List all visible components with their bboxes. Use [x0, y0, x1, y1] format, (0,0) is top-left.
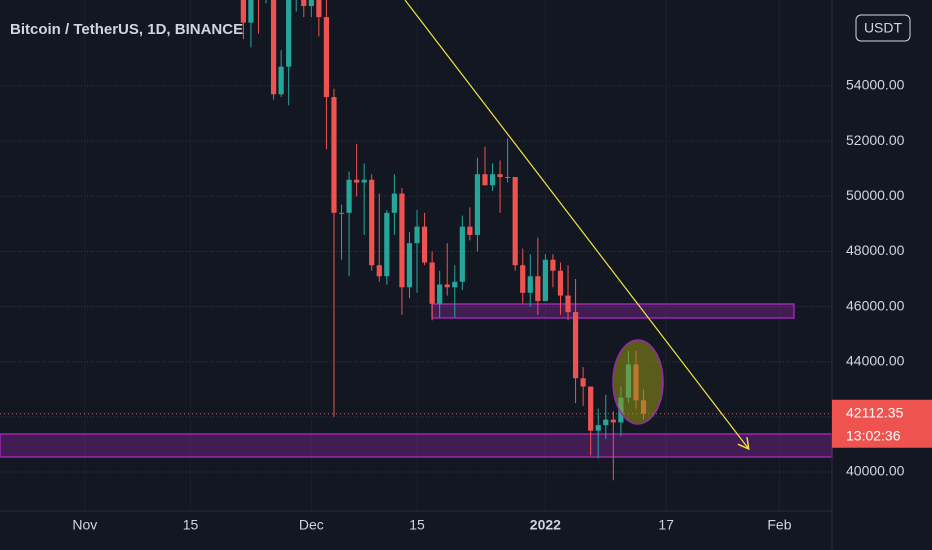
axes: 40000.0042000.0044000.0046000.0048000.00…	[72, 77, 932, 533]
candle-body	[369, 179, 375, 266]
candle-body	[497, 174, 503, 178]
candle-body	[316, 0, 322, 18]
candle-body	[610, 419, 616, 423]
candle-body	[520, 265, 526, 293]
candle-body	[399, 193, 405, 288]
currency-badge[interactable]	[855, 14, 911, 42]
candle-body	[331, 97, 337, 213]
candle-body	[588, 386, 594, 431]
candle-body	[603, 419, 609, 426]
countdown-label: 13:02:36	[846, 427, 901, 443]
candle-body	[240, 0, 246, 23]
candle-body	[301, 0, 307, 7]
candle-body	[527, 276, 533, 293]
candle-body	[550, 259, 556, 271]
candle-body	[286, 0, 292, 67]
trendline	[404, 0, 748, 448]
candle-body	[354, 179, 360, 183]
x-tick-label: Feb	[767, 517, 791, 533]
candle-body	[557, 270, 564, 296]
x-tick-label: 15	[409, 517, 425, 533]
y-tick-label: 48000.00	[846, 242, 905, 258]
candle-body	[384, 212, 390, 277]
grid	[0, 85, 832, 473]
candle-body	[391, 193, 397, 213]
candle-body	[270, 0, 277, 95]
candle-body	[308, 0, 314, 7]
candle-body	[376, 265, 382, 277]
x-tick-label: Nov	[72, 517, 97, 533]
y-tick-label: 44000.00	[846, 352, 905, 368]
candle-body	[467, 226, 473, 235]
candle-body	[482, 174, 488, 186]
y-tick-label: 50000.00	[846, 187, 905, 203]
candle-body	[595, 425, 601, 431]
last-price-badge	[832, 399, 932, 448]
candle-body	[452, 281, 458, 288]
candle-body	[429, 262, 435, 304]
chart-title: Bitcoin / TetherUS, 1D, BINANCE	[10, 21, 243, 38]
candle-body	[406, 243, 413, 288]
x-tick-label: Dec	[299, 517, 324, 533]
candle-body	[565, 295, 571, 313]
candle-body	[338, 212, 345, 214]
candle-body	[535, 276, 541, 302]
candle-body	[421, 226, 428, 263]
candle-body	[542, 259, 548, 302]
candle-body	[489, 174, 496, 186]
candle-body	[278, 66, 284, 95]
last-price-label: 42112.35	[846, 404, 904, 420]
candle-body	[414, 226, 420, 244]
y-tick-label: 46000.00	[846, 297, 905, 313]
candle-body	[505, 177, 511, 179]
candle-body	[512, 177, 518, 266]
highlight-ellipse	[612, 339, 664, 425]
candle-body	[323, 17, 330, 98]
support-zone	[0, 433, 833, 458]
candle-body	[361, 179, 367, 183]
candle-body	[346, 179, 352, 213]
candle-body	[437, 284, 443, 304]
candle-body	[572, 312, 579, 379]
y-tick-label: 40000.00	[846, 463, 905, 479]
candle-body	[444, 284, 450, 288]
candle-body	[580, 378, 586, 387]
x-tick-label: 17	[658, 517, 674, 533]
candle-body	[474, 174, 481, 235]
candle-body	[248, 0, 254, 23]
resistance-zone	[431, 303, 795, 319]
x-tick-label: 15	[183, 517, 199, 533]
x-tick-label: 2022	[530, 517, 561, 533]
y-tick-label: 54000.00	[846, 77, 905, 93]
candle-body	[459, 226, 465, 282]
y-tick-label: 52000.00	[846, 132, 905, 148]
currency-label[interactable]: USDT	[864, 20, 903, 36]
